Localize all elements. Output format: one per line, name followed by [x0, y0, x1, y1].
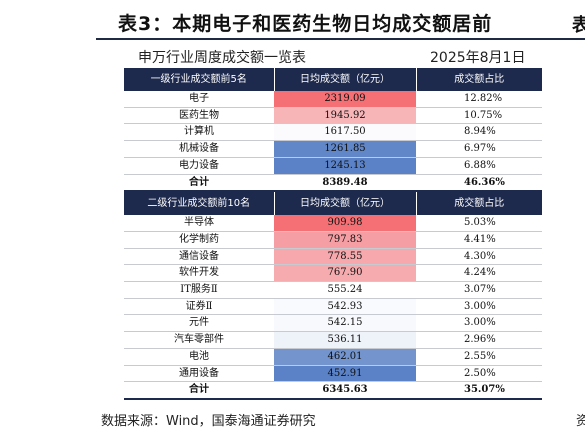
industry-name: 电子: [124, 91, 274, 108]
turnover-value: 1617.50: [274, 123, 416, 142]
industry-name: 软件开发: [124, 264, 274, 283]
share-value: 6.97%: [416, 140, 542, 158]
share-value: 6.88%: [416, 157, 542, 175]
industry-name: 证券Ⅱ: [124, 298, 274, 316]
share-value: 8.94%: [416, 123, 542, 142]
turnover-value: 1945.92: [274, 107, 416, 125]
section2-header-share: 成交额占比: [415, 191, 542, 216]
industry-name: 通用设备: [124, 365, 274, 383]
total-share: 46.36%: [416, 174, 542, 193]
turnover-value: 462.01: [274, 348, 416, 366]
share-value: 3.00%: [416, 314, 542, 333]
section2-header-row: 二级行业成交额前10名 日均成交额（亿元） 成交额占比: [124, 191, 542, 216]
table-row: IT服务Ⅱ 555.24 3.07%: [124, 281, 542, 299]
table-row: 通用设备 452.91 2.50%: [124, 365, 542, 383]
industry-name: 医药生物: [124, 107, 274, 125]
industry-name: 半导体: [124, 215, 274, 232]
table-row: 汽车零部件 536.11 2.96%: [124, 331, 542, 349]
source-note: 数据来源：Wind，国泰海通证券研究: [101, 414, 316, 429]
industry-name: 汽车零部件: [124, 331, 274, 349]
industry-name: 化学制药: [124, 231, 274, 249]
share-value: 10.75%: [416, 107, 542, 125]
table-row: 医药生物 1945.92 10.75%: [124, 107, 542, 125]
section1-body: 一级行业成交额前5名 日均成交额（亿元） 成交额占比 电子 2319.09 12.82% 医…: [124, 68, 542, 193]
table-row: 通信设备 778.55 4.30%: [124, 248, 542, 266]
total-share: 35.07%: [416, 381, 542, 400]
turnover-value: 797.83: [274, 231, 416, 249]
share-value: 2.96%: [416, 331, 542, 349]
section1-total-row: 合计 8389.48 46.36%: [124, 174, 542, 193]
industry-name: 通信设备: [124, 248, 274, 266]
table-row: 元件 542.15 3.00%: [124, 314, 542, 333]
table-row: 机械设备 1261.85 6.97%: [124, 140, 542, 158]
table-date: 2025年8月1日: [430, 50, 526, 66]
industry-name: 机械设备: [124, 140, 274, 158]
share-value: 12.82%: [416, 91, 542, 108]
turnover-table: 一级行业成交额前5名 日均成交额（亿元） 成交额占比 电子 2319.09 12.82% 医…: [124, 68, 542, 400]
table-title: 申万行业周度成交额一览表: [138, 50, 306, 66]
section1-header-row: 一级行业成交额前5名 日均成交额（亿元） 成交额占比: [124, 68, 542, 91]
share-value: 5.03%: [416, 215, 542, 232]
share-value: 4.24%: [416, 264, 542, 283]
section1-header-industry: 一级行业成交额前5名: [124, 68, 274, 91]
section1-header-turnover: 日均成交额（亿元）: [273, 68, 416, 91]
share-value: 3.00%: [416, 298, 542, 316]
section2-header-turnover: 日均成交额（亿元）: [273, 191, 416, 216]
table-row: 证券Ⅱ 542.93 3.00%: [124, 298, 542, 316]
total-label: 合计: [124, 381, 274, 400]
table-row: 软件开发 767.90 4.24%: [124, 264, 542, 283]
share-value: 2.55%: [416, 348, 542, 366]
section1-header-share: 成交额占比: [415, 68, 542, 91]
industry-name: 元件: [124, 314, 274, 333]
share-value: 3.07%: [416, 281, 542, 299]
section2-total-row: 合计 6345.63 35.07%: [124, 381, 542, 400]
turnover-value: 555.24: [274, 281, 416, 299]
clipped-adjacent-title: 表: [572, 15, 585, 36]
table-row: 计算机 1617.50 8.94%: [124, 123, 542, 142]
turnover-value: 1261.85: [274, 140, 416, 158]
table-row: 化学制药 797.83 4.41%: [124, 231, 542, 249]
table-row: 电池 462.01 2.55%: [124, 348, 542, 366]
turnover-value: 767.90: [274, 264, 416, 283]
turnover-value: 542.93: [274, 298, 416, 316]
total-turnover: 8389.48: [274, 174, 416, 193]
total-turnover: 6345.63: [274, 381, 416, 400]
table-row: 半导体 909.98 5.03%: [124, 215, 542, 232]
table-row: 电子 2319.09 12.82%: [124, 91, 542, 108]
industry-name: IT服务Ⅱ: [124, 281, 274, 299]
share-value: 4.30%: [416, 248, 542, 266]
turnover-value: 2319.09: [274, 91, 416, 108]
title-divider: [96, 38, 585, 40]
industry-name: 电力设备: [124, 157, 274, 175]
total-label: 合计: [124, 174, 274, 193]
section2-header-industry: 二级行业成交额前10名: [124, 191, 274, 216]
industry-name: 电池: [124, 348, 274, 366]
turnover-value: 909.98: [274, 215, 416, 232]
section2-body: 二级行业成交额前10名 日均成交额（亿元） 成交额占比 半导体 909.98 5.03% 化…: [124, 191, 542, 400]
turnover-value: 778.55: [274, 248, 416, 266]
share-value: 2.50%: [416, 365, 542, 383]
clipped-adjacent-source: 资: [576, 414, 585, 429]
share-value: 4.41%: [416, 231, 542, 249]
figure-title: 表3：本期电子和医药生物日均成交额居前: [118, 13, 493, 35]
table-row: 电力设备 1245.13 6.88%: [124, 157, 542, 175]
turnover-value: 1245.13: [274, 157, 416, 175]
turnover-value: 452.91: [274, 365, 416, 383]
turnover-value: 536.11: [274, 331, 416, 349]
industry-name: 计算机: [124, 123, 274, 142]
turnover-value: 542.15: [274, 314, 416, 333]
